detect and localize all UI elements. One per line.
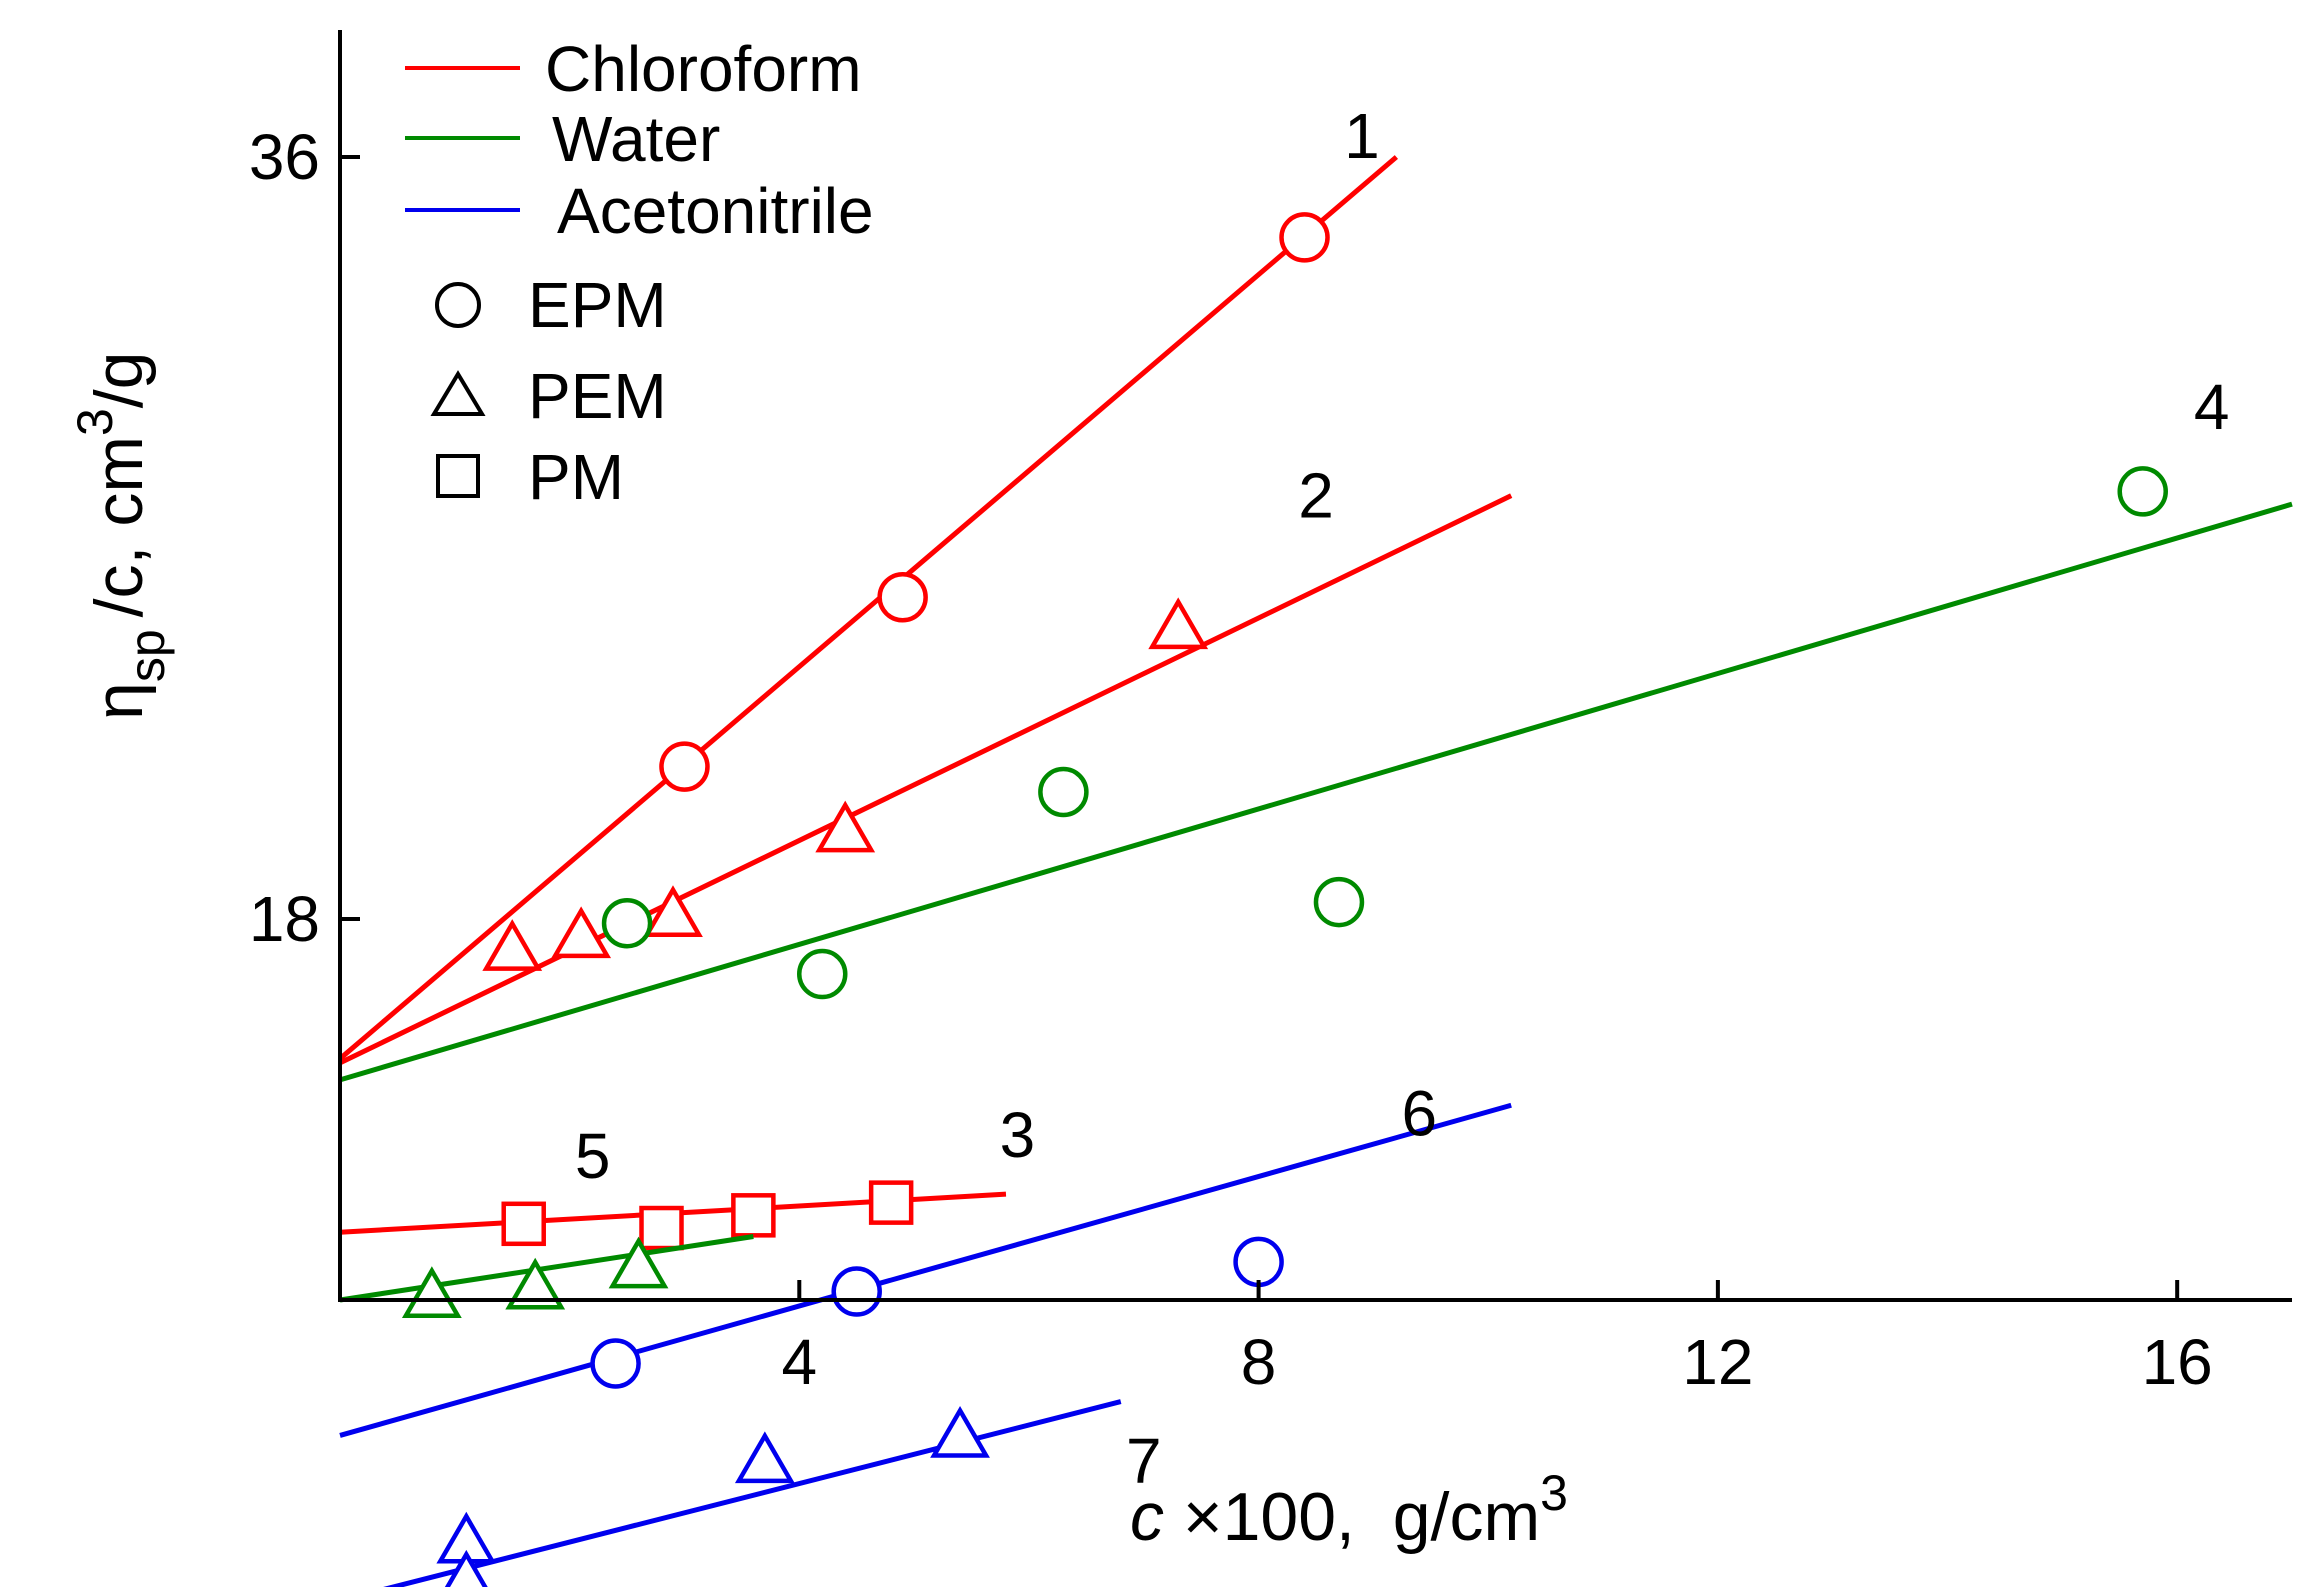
- data-point-square: [868, 1180, 914, 1225]
- series-6-acetonitrile-epm: [339, 1102, 1512, 1438]
- y-axis-sub: sp: [119, 629, 175, 682]
- data-point-square: [731, 1193, 776, 1238]
- y-axis-title: ηsp/c, cm3/g: [67, 352, 175, 721]
- y-axis-sup: 3: [67, 408, 123, 436]
- curve-label-1: 1: [1344, 100, 1380, 172]
- data-point-triangle: [551, 906, 612, 959]
- data-point-triangle: [643, 885, 703, 938]
- data-point-circle: [797, 948, 848, 1000]
- series-7-acetonitrile-pem: [383, 1399, 1122, 1587]
- legend-label-epm: EPM: [528, 269, 667, 341]
- y-axis-symbol: η: [81, 682, 157, 720]
- legend-label-chloroform: Chloroform: [545, 33, 862, 105]
- series-2-chloroform-pem: [338, 493, 1513, 1066]
- legend-label-pm: PM: [528, 441, 624, 513]
- data-point-triangle: [1148, 597, 1209, 650]
- x-tick-label: 8: [1241, 1326, 1277, 1398]
- data-point-triangle: [401, 1266, 462, 1319]
- axis-titles: c ×100, g/cm3 ηsp/c, cm3/g: [67, 352, 1568, 1556]
- fit-line-6: [339, 1102, 1512, 1438]
- x-axis-symbol: c: [1130, 1479, 1164, 1555]
- curve-label-5: 5: [575, 1120, 611, 1192]
- series-3-chloroform-pm: [339, 1180, 1007, 1251]
- data-point-triangle: [608, 1236, 669, 1289]
- x-axis-title: c ×100, g/cm3: [1130, 1465, 1568, 1555]
- data-point-circle: [877, 572, 928, 623]
- data-point-circle: [1233, 1236, 1284, 1288]
- series-layer: [338, 155, 2293, 1587]
- data-point-circle: [1313, 876, 1365, 928]
- data-point-circle: [831, 1266, 882, 1317]
- data-point-circle: [590, 1338, 641, 1389]
- data-point-square: [501, 1201, 546, 1247]
- data-point-triangle: [930, 1405, 990, 1458]
- curve-label-4: 4: [2194, 371, 2230, 443]
- fit-line-5: [339, 1234, 754, 1303]
- curve-label-6: 6: [1402, 1078, 1438, 1150]
- legend-label-water: Water: [552, 103, 720, 175]
- x-tick-label: 4: [781, 1326, 817, 1398]
- data-point-circle: [1038, 766, 1089, 818]
- data-point-triangle: [505, 1257, 566, 1310]
- legend-label-pem: PEM: [528, 360, 667, 432]
- data-point-triangle: [444, 1549, 488, 1587]
- series-5-water-pem: [339, 1234, 754, 1319]
- fit-line-2: [338, 493, 1513, 1066]
- y-tick-label: 36: [249, 121, 320, 193]
- x-axis-text: ×100, g/cm: [1164, 1479, 1540, 1555]
- x-tick-label: 16: [2142, 1326, 2213, 1398]
- data-point-circle: [659, 741, 710, 792]
- data-point-triangle: [482, 919, 543, 971]
- x-axis-sup: 3: [1540, 1465, 1568, 1521]
- data-point-circle: [2117, 466, 2168, 517]
- legend: Chloroform Water Acetonitrile EPM PEM PM: [405, 33, 874, 513]
- data-point-triangle: [734, 1431, 795, 1484]
- data-point-circle: [1279, 212, 1330, 263]
- legend-triangle-marker-icon: [430, 370, 486, 416]
- legend-circle-marker-icon: [435, 282, 481, 328]
- legend-square-marker-icon: [436, 454, 480, 498]
- fit-line-1: [338, 155, 1398, 1061]
- data-point-square: [639, 1205, 684, 1251]
- series-1-chloroform-epm: [338, 155, 1398, 1061]
- y-axis-tail: /g: [81, 352, 157, 409]
- series-4-water-epm: [339, 466, 2293, 1083]
- curve-label-7: 7: [1126, 1425, 1162, 1497]
- legend-label-acetonitrile: Acetonitrile: [557, 175, 874, 247]
- fit-line-4: [339, 501, 2293, 1083]
- data-point-triangle: [815, 800, 876, 853]
- curve-label-3: 3: [1000, 1099, 1036, 1171]
- curve-label-2: 2: [1298, 460, 1334, 532]
- y-axis-text: /c, cm: [81, 436, 157, 617]
- data-point-circle: [601, 897, 653, 949]
- x-tick-label: 12: [1682, 1326, 1753, 1398]
- y-tick-label: 18: [249, 883, 320, 955]
